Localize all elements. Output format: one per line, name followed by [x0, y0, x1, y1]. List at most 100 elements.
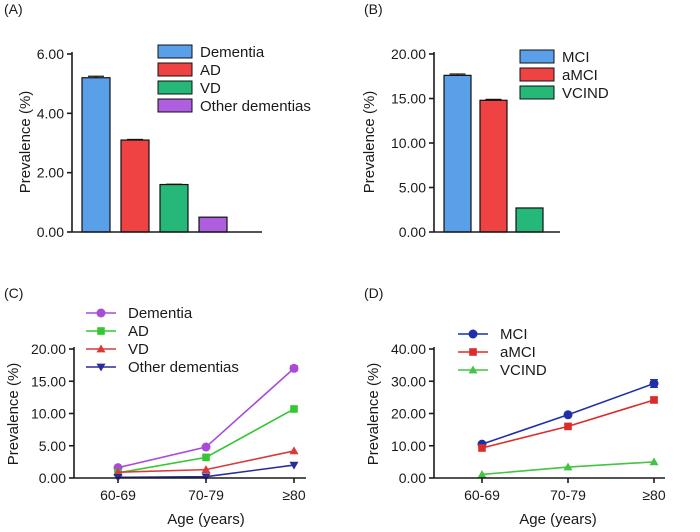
- panel-label-b: (B): [364, 1, 383, 17]
- panel-label-c: (C): [4, 285, 23, 301]
- bar-dementia: [81, 77, 111, 233]
- legend-marker: [96, 344, 106, 353]
- legend-label: VD: [128, 341, 149, 358]
- data-point: [201, 465, 211, 473]
- legend-marker: [469, 348, 477, 356]
- y-tick-label: 30.00: [391, 373, 426, 389]
- y-tick-label: 4.00: [37, 105, 64, 121]
- y-axis-title-a: Prevalence (%): [17, 91, 34, 194]
- x-tick-label: 60-69: [100, 487, 136, 503]
- legend-marker: [96, 308, 106, 318]
- y-tick-label: 5.00: [399, 180, 426, 196]
- bar-other-dementias: [198, 216, 228, 233]
- legend-label: Other dementias: [128, 359, 239, 376]
- bar-vd: [159, 183, 189, 233]
- y-tick-label: 0.00: [399, 224, 426, 240]
- panel-d: (D) Prevalence (%) Age (years) 0.00 10.00…: [364, 285, 666, 528]
- y-tick-label: 40.00: [391, 341, 426, 357]
- data-point: [289, 363, 299, 373]
- y-tick-label: 0.00: [399, 470, 426, 486]
- data-point: [289, 446, 299, 455]
- data-point: [478, 444, 486, 452]
- legend-label: Dementia: [200, 44, 265, 61]
- series-line-dementia: [117, 367, 295, 469]
- data-point: [289, 461, 299, 470]
- y-ticks-a: 0.00 2.00 4.00 6.00: [37, 46, 72, 240]
- y-tick-label: 15.00: [391, 91, 426, 107]
- legend-marker: [468, 329, 478, 339]
- legend-label: VCIND: [500, 362, 547, 379]
- x-tick-label: 70-79: [188, 487, 224, 503]
- y-tick-label: 6.00: [37, 46, 64, 62]
- lines-c: [113, 363, 299, 482]
- legend-label: aMCI: [500, 344, 536, 361]
- x-axis-title-d: Age (years): [519, 511, 597, 528]
- data-point: [113, 467, 123, 476]
- data-point: [477, 469, 487, 478]
- legend-swatch: [519, 67, 555, 82]
- ticks-d: 0.00 10.00 20.00 30.00 40.00 60-69 70-79 ≥80: [391, 341, 666, 503]
- x-tick-label: ≥80: [642, 487, 665, 503]
- x-tick-label: 60-69: [464, 487, 500, 503]
- legend-swatch: [519, 85, 555, 100]
- y-tick-label: 15.00: [31, 373, 66, 389]
- legend-label: MCI: [562, 49, 590, 66]
- y-ticks-b: 0.00 5.00 10.00 15.00 20.00: [391, 46, 434, 240]
- bars-b: [443, 73, 544, 233]
- y-tick-label: 10.00: [391, 438, 426, 454]
- data-point: [564, 422, 572, 431]
- series-line-ad: [117, 408, 295, 474]
- data-point: [650, 396, 658, 404]
- legend-swatch: [157, 62, 193, 77]
- panel-c: (C) Prevalence (%) Age (years) 0.00 5.00 1…: [4, 285, 306, 528]
- y-tick-label: 0.00: [37, 224, 64, 240]
- legend-marker: [97, 327, 105, 335]
- bar-ad: [120, 139, 150, 233]
- legend-swatch: [519, 49, 555, 64]
- data-point: [649, 457, 659, 466]
- y-tick-label: 10.00: [391, 135, 426, 151]
- bar-vcind: [515, 207, 544, 233]
- legend-label: MCI: [500, 326, 528, 343]
- data-point: [563, 462, 573, 471]
- y-tick-label: 0.00: [39, 470, 66, 486]
- x-axis-title-c: Age (years): [167, 511, 245, 528]
- legend-swatch: [157, 98, 193, 113]
- legend-marker: [468, 365, 478, 374]
- legend-label: VCIND: [562, 85, 609, 102]
- legend-label: Dementia: [128, 305, 193, 322]
- y-axis-title-c: Prevalence (%): [5, 363, 22, 466]
- panel-label-a: (A): [4, 1, 23, 17]
- x-tick-label: 70-79: [550, 487, 586, 503]
- lines-d: [477, 379, 659, 478]
- y-tick-label: 2.00: [37, 165, 64, 181]
- data-point: [563, 410, 573, 420]
- y-axis-title-b: Prevalence (%): [361, 91, 378, 194]
- legend-label: aMCI: [562, 67, 598, 84]
- bar-mci: [443, 74, 472, 233]
- data-point: [202, 453, 210, 462]
- legend-label: AD: [200, 62, 221, 79]
- legend-marker: [96, 363, 106, 372]
- y-axis-title-d: Prevalence (%): [365, 363, 382, 466]
- y-tick-label: 5.00: [39, 438, 66, 454]
- legend-swatch: [157, 80, 193, 95]
- y-tick-label: 20.00: [391, 46, 426, 62]
- bars-a: [81, 75, 228, 233]
- legend-label: Other dementias: [200, 98, 311, 115]
- legend-swatch: [157, 44, 193, 59]
- y-tick-label: 10.00: [31, 406, 66, 422]
- panel-a: (A) Prevalence (%) 0.00 2.00 4.00 6.00 Deme…: [4, 1, 311, 240]
- y-tick-label: 20.00: [31, 341, 66, 357]
- data-point: [649, 379, 659, 389]
- panel-b: (B) Prevalence (%) 0.00 5.00 10.00 15.00 20.…: [361, 1, 609, 240]
- legend-label: VD: [200, 80, 221, 97]
- legend-label: AD: [128, 323, 149, 340]
- x-tick-label: ≥80: [282, 487, 305, 503]
- panel-label-d: (D): [364, 285, 383, 301]
